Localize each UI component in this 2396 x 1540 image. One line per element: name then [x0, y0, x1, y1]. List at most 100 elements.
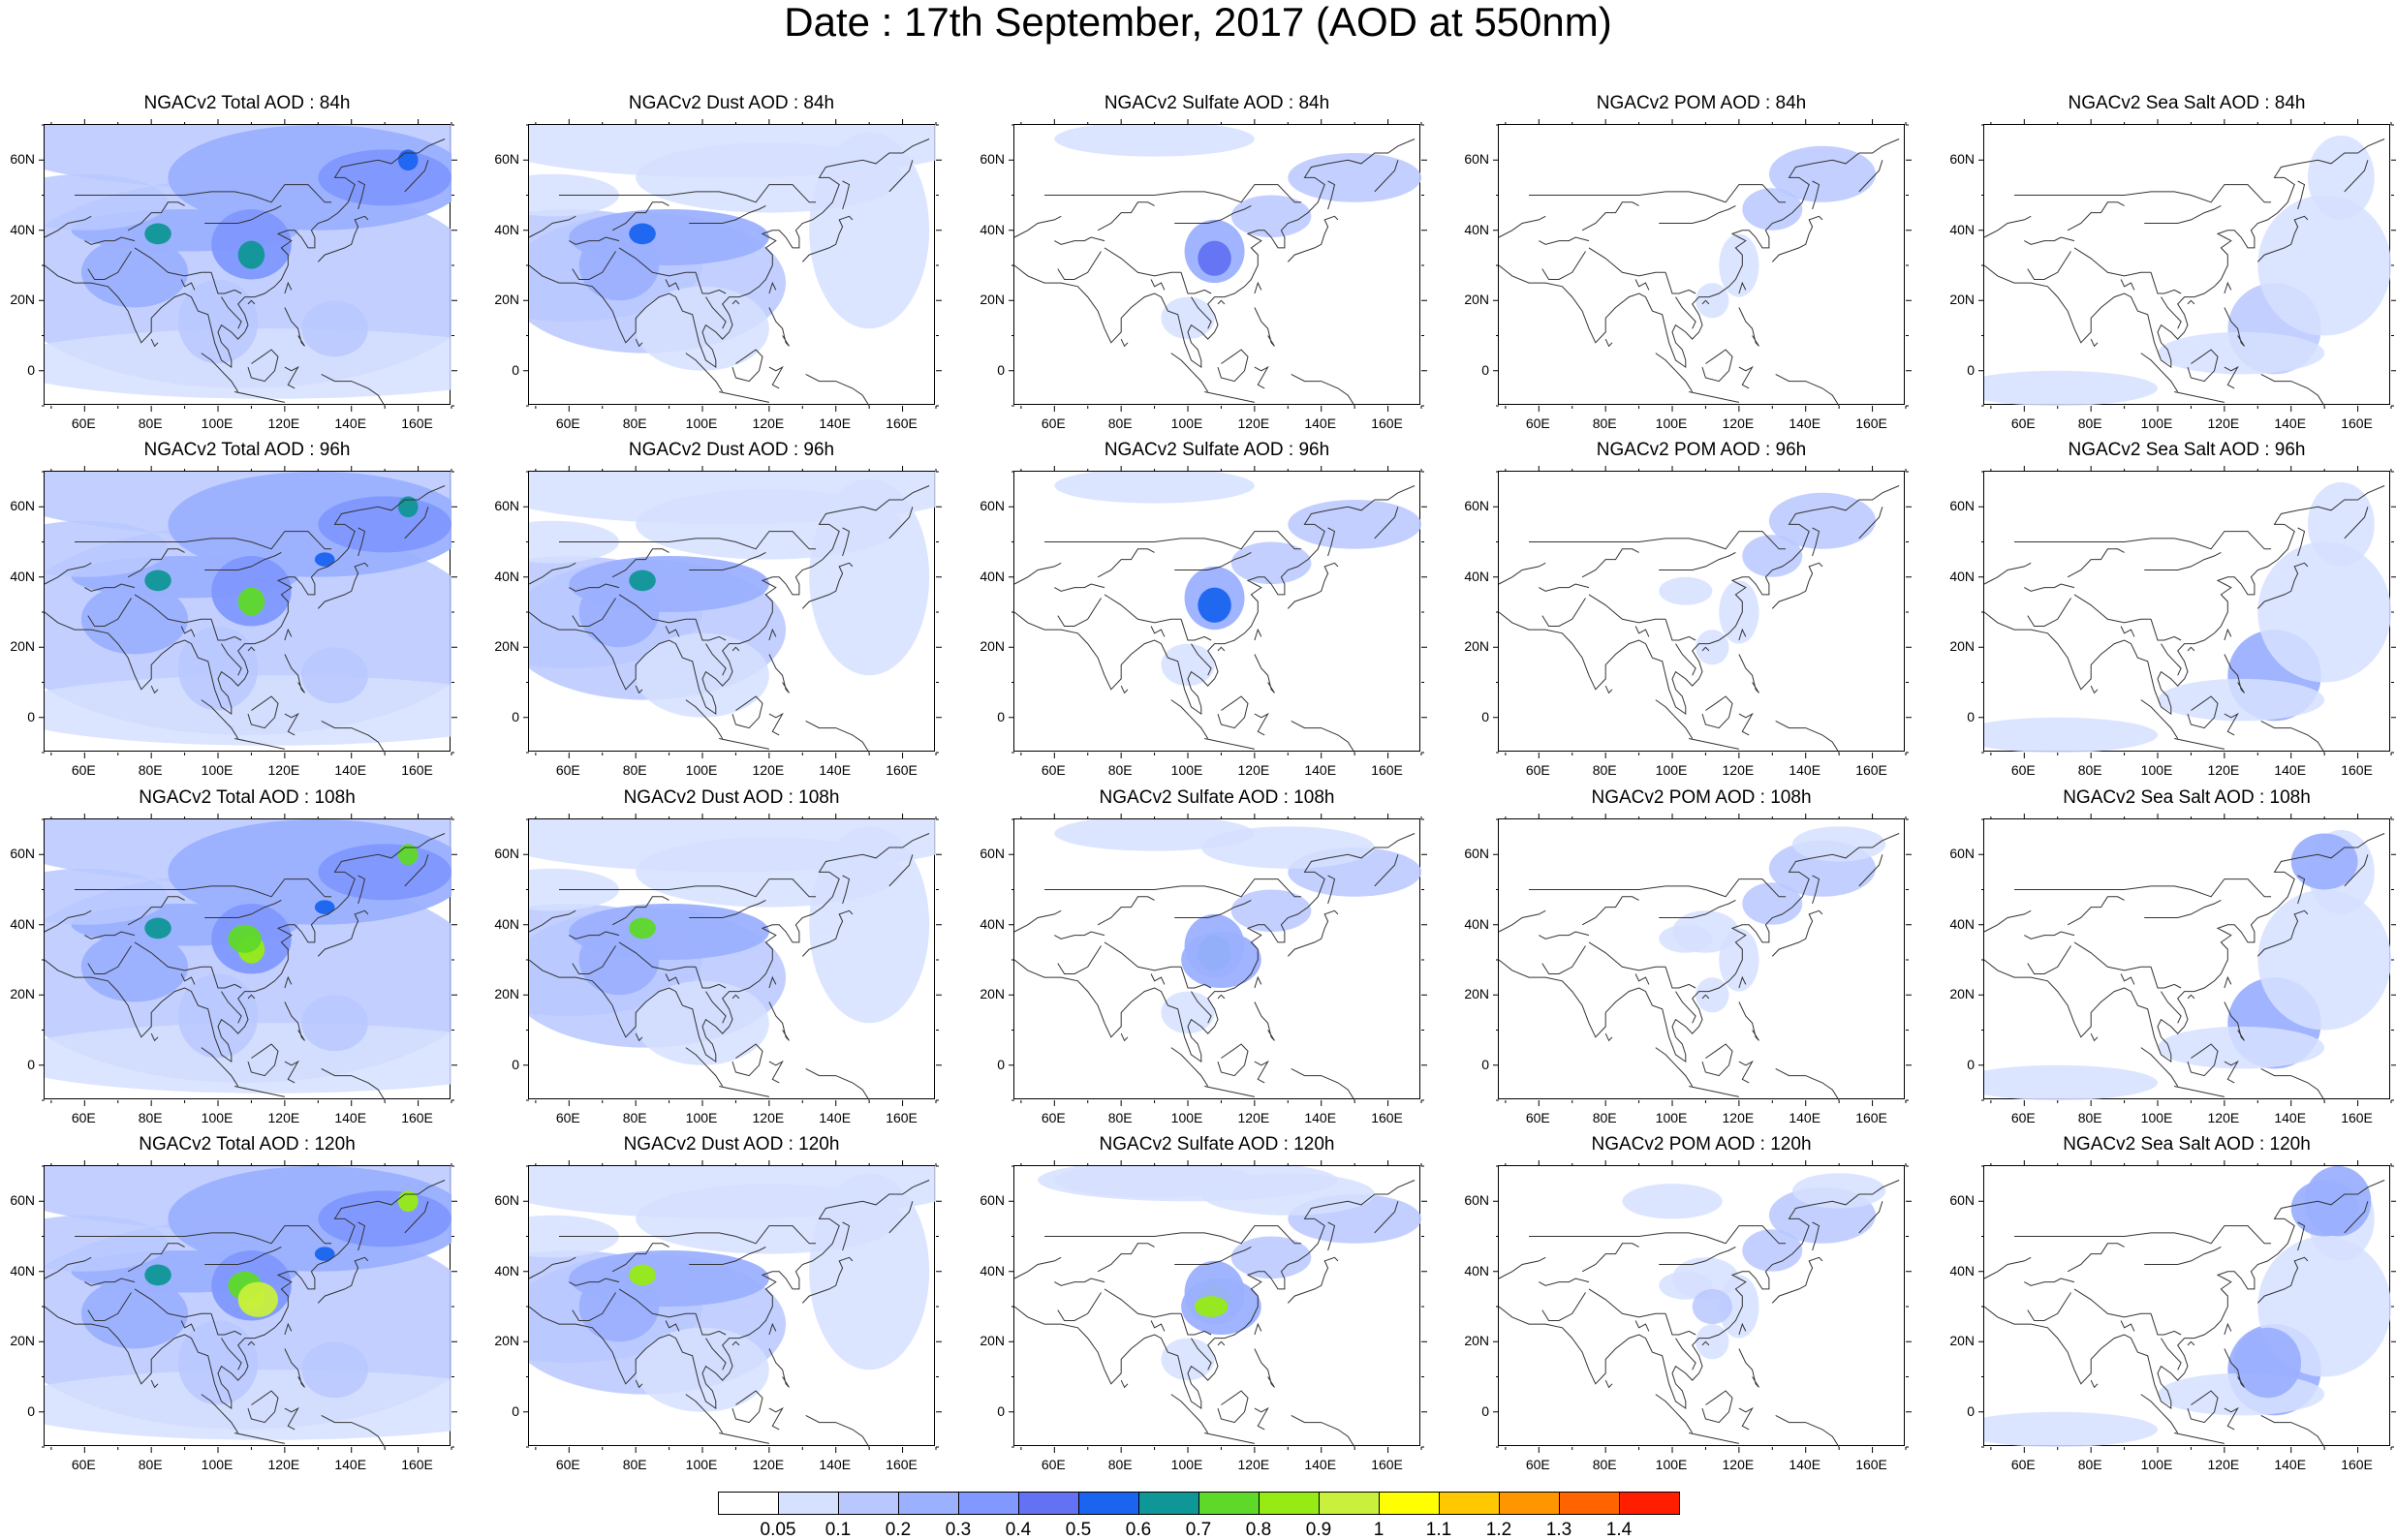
coastline: [2224, 307, 2245, 347]
y-tick-label: 40N: [1949, 221, 1975, 237]
x-tick-label: 120E: [752, 1457, 785, 1472]
coastline: [1014, 215, 1062, 238]
coastline: [768, 1322, 777, 1336]
coastline: [75, 878, 332, 898]
coastline: [1254, 1060, 1269, 1084]
coastline: [404, 854, 429, 887]
x-tick-label: 100E: [2140, 1110, 2173, 1125]
x-tick-label: 120E: [752, 1110, 785, 1125]
colorbar-label: 1: [1373, 1520, 1385, 1540]
coastline: [1217, 1043, 1249, 1077]
x-tick-label: 140E: [1304, 1110, 1337, 1125]
coastline: [317, 215, 369, 262]
coastline: [1217, 646, 1226, 652]
coastline: [1254, 1406, 1269, 1431]
coastline: [559, 531, 817, 550]
coastline: [1738, 712, 1754, 736]
y-tick-label: 0: [27, 361, 35, 378]
coastline: [1327, 180, 1336, 210]
coastline: [2120, 626, 2135, 637]
aod-field: [1161, 1338, 1215, 1381]
coastline: [618, 247, 697, 277]
coastline: [247, 646, 256, 652]
coastline: [1327, 527, 1336, 557]
y-tick-label: 40N: [1949, 568, 1975, 584]
coastline: [1014, 833, 1416, 1063]
coastline: [247, 1340, 256, 1346]
coastline: [768, 281, 777, 294]
y-tick-label: 20N: [980, 986, 1005, 1002]
x-tick-label: 160E: [2341, 1110, 2373, 1125]
panel-title: NGACv2 Dust AOD : 84h: [628, 93, 835, 113]
panel-title: NGACv2 Total AOD : 96h: [143, 440, 351, 460]
coastline: [127, 896, 185, 926]
x-tick-label: 80E: [2077, 1110, 2102, 1125]
coastline: [801, 215, 854, 262]
coastline: [529, 139, 930, 369]
map-frame: [1978, 466, 2396, 758]
coastline: [1701, 1390, 1733, 1424]
coastline: [2256, 562, 2309, 609]
panel-title: NGACv2 Sea Salt AOD : 108h: [2063, 787, 2311, 808]
coastline: [731, 1043, 763, 1077]
y-tick-label: 60N: [1949, 498, 1975, 514]
coastline: [572, 945, 616, 974]
coastline: [1174, 551, 1252, 570]
coastline: [1689, 738, 1740, 750]
x-tick-label: 120E: [1722, 762, 1755, 778]
aod-field: [1054, 472, 1255, 504]
coastline: [284, 654, 305, 693]
y-tick-label: 0: [1967, 361, 1975, 378]
x-tick-label: 80E: [138, 762, 163, 778]
coastline: [1675, 643, 1696, 676]
aod-field: [1742, 188, 1803, 231]
x-tick-label: 120E: [1722, 1110, 1755, 1125]
x-tick-label: 140E: [2274, 1457, 2307, 1472]
coastline: [1180, 967, 1212, 989]
y-tick-label: 20N: [494, 292, 519, 308]
coastline: [45, 909, 92, 933]
aod-field: [318, 149, 451, 206]
x-tick-label: 80E: [138, 1110, 163, 1125]
coastline: [1097, 1243, 1155, 1273]
map-panel: NGACv2 POM AOD : 84h 60E 80E 100E 120E 140E 16…: [1454, 89, 1948, 444]
aod-field: [1692, 1288, 1732, 1325]
coastline: [358, 875, 366, 905]
colorbar-label: 0.5: [1065, 1520, 1092, 1540]
x-tick-label: 160E: [1371, 416, 1403, 431]
coastline: [1701, 299, 1710, 305]
coastline: [1581, 1243, 1639, 1273]
coastline: [127, 201, 185, 231]
coastline: [1374, 854, 1399, 887]
coastline: [247, 1390, 279, 1424]
map-frame: [1493, 119, 1912, 412]
coastline: [180, 279, 196, 291]
coastline: [2140, 353, 2179, 392]
coastline: [635, 1032, 643, 1042]
coastline: [1044, 531, 1302, 550]
aod-field: [1198, 587, 1231, 623]
coastline: [1191, 1338, 1212, 1371]
colorbar-box: [718, 1492, 779, 1515]
coastline: [2090, 685, 2099, 694]
coastline: [1104, 941, 1182, 971]
coastline: [1659, 899, 1736, 918]
coastline: [2174, 1432, 2225, 1444]
coastline: [201, 699, 239, 739]
coastline: [204, 899, 282, 918]
coastline: [201, 1394, 239, 1433]
panel-title: NGACv2 Sulfate AOD : 108h: [1099, 787, 1335, 808]
coastline: [2187, 349, 2219, 383]
coastline: [2027, 598, 2071, 627]
coastline: [2260, 373, 2325, 406]
map-frame: [1978, 1160, 2396, 1453]
coastline: [1984, 833, 2385, 1063]
coastline: [2224, 975, 2232, 989]
coastline: [731, 1340, 740, 1346]
y-tick-label: 60N: [1464, 846, 1489, 862]
coastline: [1374, 507, 1399, 539]
x-tick-label: 120E: [2207, 416, 2240, 431]
coastline: [1675, 296, 1696, 329]
y-tick-label: 20N: [10, 1333, 35, 1349]
coastline: [2014, 531, 2272, 550]
